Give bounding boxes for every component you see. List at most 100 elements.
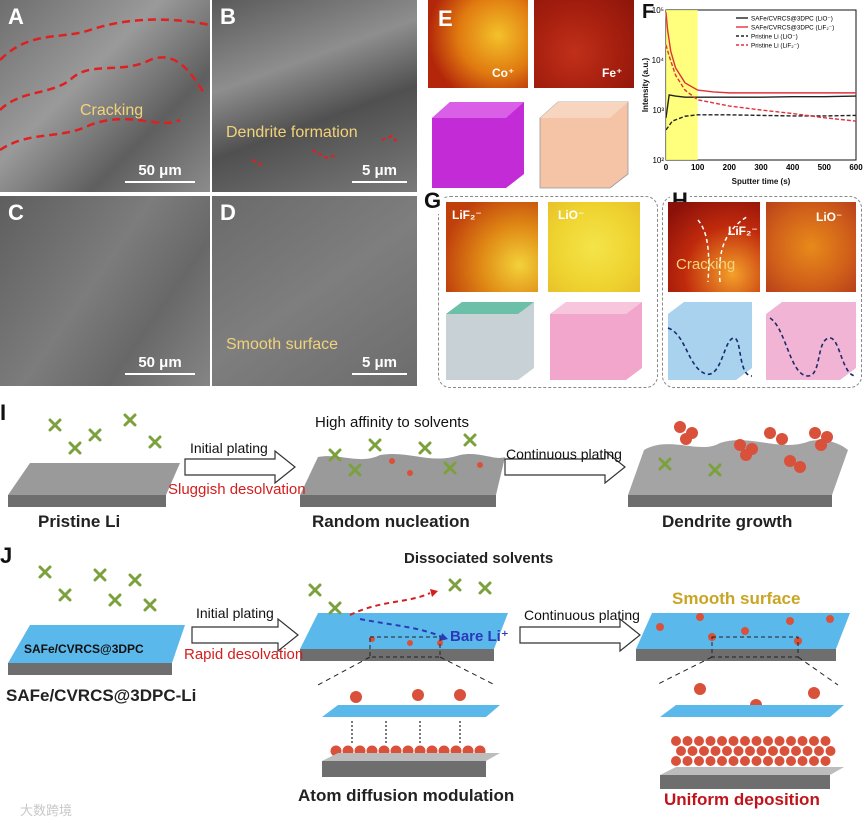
y-tick-label: 10⁵ [652,6,664,15]
rapid-desolvation-label: Rapid desolvation [184,646,304,663]
x-tick-label: 200 [723,163,737,172]
continuous-plating-label-i: Continuous plating [506,446,622,462]
sem-panel-a: A Cracking 50 μm [0,0,210,192]
dissociated-solvents-label: Dissociated solvents [404,550,554,567]
sem-panel-b: B Dendrite formation 5 μm [212,0,417,192]
li-ions-zoom-1 [350,689,466,703]
li-atom [756,746,767,756]
sem-panel-c: C 50 μm [0,196,210,386]
series-line [665,94,857,118]
series-line [665,12,856,94]
panel-letter-e: E [438,6,453,31]
panel-letter-i: I [0,400,7,425]
li-atom [682,736,693,746]
x-tick-label: 300 [754,163,768,172]
high-affinity-label: High affinity to solvents [315,414,469,431]
tof-map-co: Co⁺ [428,0,528,88]
li-atom [671,756,681,766]
scale-bar-c: 50 μm [125,354,195,375]
x-tick-label: 400 [786,163,800,172]
sluggish-desolvation-label: Sluggish desolvation [168,481,306,498]
cracking-label-h: Cracking [676,256,736,273]
li-atom [717,736,727,746]
li-atom [763,736,773,746]
smooth-surface-label-j: Smooth surface [672,589,801,608]
li-atom [820,756,831,766]
li-atom [694,756,704,766]
smooth-surface-label: Smooth surface [226,336,339,353]
li-atom [797,736,808,746]
li-atom [710,746,721,756]
panel-letter-g: G [422,188,444,214]
li-atom [802,746,813,756]
panel-letter-f: F [642,1,654,23]
li-atom [682,756,693,766]
li-atom [676,746,686,756]
li-atom [699,746,709,756]
panel-letter-b: B [220,4,236,29]
li-atom-layers-2 [671,736,836,766]
li-atom [763,756,773,766]
arrow-initial-plating-j [191,617,299,653]
li-atom [751,736,762,746]
panel-letter-a: A [8,4,24,29]
dendrite-label: Dendrite formation [226,124,358,141]
li-atom [728,756,739,766]
legend-entry: Pristine Li (LiF₂⁻) [751,43,799,50]
initial-plating-label-j: Initial plating [196,605,274,621]
tof-map-lif2-h: LiF₂⁻ Cracking [668,202,760,292]
y-tick-label: 10³ [652,106,664,115]
tof-map-fe: Fe⁺ [534,0,634,88]
caption-dendrite-growth: Dendrite growth [662,512,793,531]
arrow-initial-plating-i [184,449,296,485]
li-atom [722,746,732,756]
caption-uniform-deposition: Uniform deposition [664,790,820,809]
li-atom [705,736,716,746]
panel-g-box [438,196,658,388]
li-atom [751,756,762,766]
watermark: 大数跨境 [20,803,73,818]
li-atom [786,736,796,746]
panel-letter-d: D [220,200,236,225]
continuous-plating-label-j: Continuous plating [524,607,640,623]
tof-3d-g [446,302,642,380]
series-line [665,44,857,122]
bare-li-label: Bare Li⁺ [450,628,509,645]
scale-bar-d: 5 μm [352,354,407,375]
y-tick-label: 10² [652,156,664,165]
tof-map-lif2-g: LiF₂⁻ [446,202,538,292]
tof-map-lio-h: LiO⁻ [766,202,856,292]
crack-outline-h [697,215,749,283]
dendrite-spheres [674,421,833,473]
li-atom [779,746,790,756]
x-axis-label: Sputter time (s) [732,177,791,186]
tick-group: 0 100 200 300 400 500 600 10² 10³ 10⁴ 10⁵ [652,6,864,172]
tof-3d-e [432,101,629,189]
li-atom [728,736,739,746]
caption-random-nucleation: Random nucleation [312,512,470,531]
caption-modified-li: SAFe/CVRCS@3DPC-Li [6,686,197,705]
schematic-i [8,413,848,507]
li-atom [694,736,704,746]
li-atom [814,746,824,756]
li-atom [774,736,785,746]
li-atom [768,746,778,756]
dendrite-marks [251,134,398,166]
tof-3d-h [667,302,857,380]
li-atom [740,736,750,746]
li-atom [671,736,681,746]
panel-letter-j: J [0,543,13,568]
li-atom [733,746,744,756]
tof-map-lio-g: LiO⁻ [548,202,640,292]
sem-panel-d: D Smooth surface 5 μm [212,196,417,386]
li-atom [786,756,796,766]
schematic-j [8,565,850,789]
legend-entry: SAFe/CVRCS@3DPC (LiF₂⁻) [751,25,834,32]
sputter-chart: F 0 100 200 300 400 500 600 10² 10³ 10⁴ 10⁵ SAFe/C… [641,1,864,186]
li-atom [705,756,716,766]
li-atom [791,746,801,756]
legend-entry: Pristine Li (LiO⁻) [751,34,798,41]
y-axis-label: Intensity (a.u.) [641,58,650,113]
arrow-continuous-plating-i [504,449,626,485]
x-tick-label: 0 [664,163,669,172]
